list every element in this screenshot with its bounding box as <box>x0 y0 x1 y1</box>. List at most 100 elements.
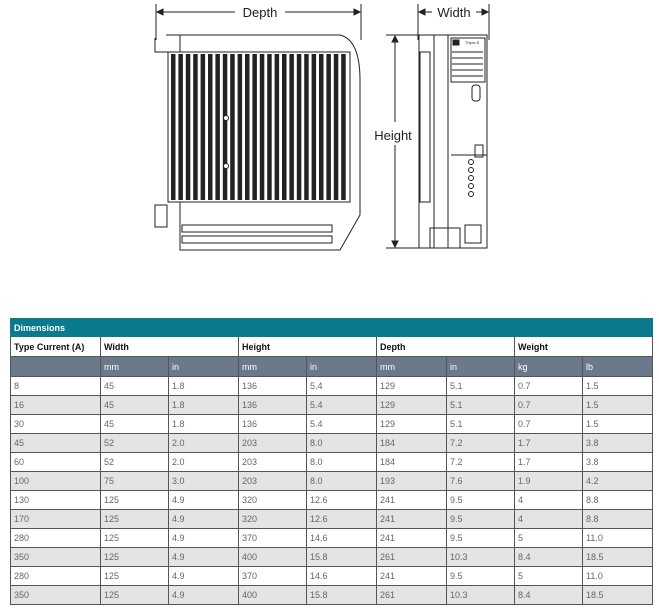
header-weight: Weight <box>513 336 654 357</box>
table-cell: 8.4 <box>514 547 583 567</box>
depth-dimension <box>155 4 362 40</box>
table-cell: 60 <box>10 452 101 472</box>
table-cell: 9.5 <box>446 528 515 548</box>
table-cell: 8.8 <box>581 490 654 510</box>
table-cell: 4.9 <box>168 585 239 605</box>
table-cell: 370 <box>238 566 307 586</box>
unit-cell: mm <box>238 356 307 377</box>
table-row: 350 125 4.9 400 15.8 261 10.3 8.4 18.5 <box>10 585 654 605</box>
table-cell: 4.2 <box>581 471 654 491</box>
table-cell: 1.9 <box>514 471 583 491</box>
table-cell: 4.9 <box>168 490 239 510</box>
table-cell: 5.1 <box>446 395 515 415</box>
table-cell: 45 <box>100 376 169 396</box>
table-cell: 400 <box>238 547 307 567</box>
table-cell: 5.1 <box>446 376 515 396</box>
table-cell: 241 <box>376 509 447 529</box>
fin <box>267 54 272 200</box>
table-cell: 12.6 <box>306 490 377 510</box>
fin <box>200 54 206 200</box>
table-cell: 3.8 <box>581 433 654 453</box>
width-dimension <box>417 4 490 40</box>
table-cell: 280 <box>10 566 101 586</box>
table-cell: 320 <box>238 509 307 529</box>
height-label: Height <box>374 128 412 143</box>
table-cell: 125 <box>100 490 169 510</box>
table-cell: 8.0 <box>306 433 377 453</box>
table-cell: 4.9 <box>168 547 239 567</box>
table-cell: 2.0 <box>168 433 239 453</box>
table-cell: 1.8 <box>168 414 239 434</box>
table-cell: 136 <box>238 376 307 396</box>
fin <box>215 54 220 200</box>
table-row: 30 45 1.8 136 5.4 129 5.1 0.7 1.5 <box>10 414 654 434</box>
unit-cell <box>10 356 101 377</box>
fin <box>230 54 235 200</box>
table-row: 350 125 4.9 400 15.8 261 10.3 8.4 18.5 <box>10 547 654 567</box>
unit-cell: lb <box>581 356 654 377</box>
table-cell: 9.5 <box>446 490 515 510</box>
table-cell: 8.0 <box>306 452 377 472</box>
table-cell: 1.8 <box>168 395 239 415</box>
table-cell: 125 <box>100 528 169 548</box>
table-cell: 5 <box>514 566 583 586</box>
table-row: 8 45 1.8 136 5.4 129 5.1 0.7 1.5 <box>10 376 654 396</box>
table-cell: 136 <box>238 395 307 415</box>
table-cell: 4 <box>514 509 583 529</box>
table-cell: 261 <box>376 547 447 567</box>
table-cell: 12.6 <box>306 509 377 529</box>
table-cell: 241 <box>376 528 447 548</box>
table-cell: 10.3 <box>446 585 515 605</box>
fin <box>304 54 309 200</box>
table-cell: 7.2 <box>446 452 515 472</box>
table-row: 280 125 4.9 370 14.6 241 9.5 5 11.0 <box>10 528 654 548</box>
table-cell: 3.0 <box>168 471 239 491</box>
table-cell: 1.8 <box>168 376 239 396</box>
table-cell: 170 <box>10 509 101 529</box>
table-cell: 11.0 <box>581 566 654 586</box>
table-cell: 4 <box>514 490 583 510</box>
table-cell: 30 <box>10 414 101 434</box>
table-cell: 8.8 <box>581 509 654 529</box>
fin <box>274 54 280 200</box>
fin <box>311 54 317 200</box>
fin <box>178 54 183 200</box>
header-width: Width <box>100 336 239 357</box>
fin <box>208 54 213 200</box>
table-cell: 4.9 <box>168 509 239 529</box>
table-cell: 7.2 <box>446 433 515 453</box>
table-cell: 45 <box>10 433 101 453</box>
fin <box>252 54 257 200</box>
table-row: 60 52 2.0 203 8.0 184 7.2 1.7 3.8 <box>10 452 654 472</box>
table-cell: 1.5 <box>581 376 654 396</box>
fin <box>282 54 287 200</box>
heatsink-fins <box>171 54 346 200</box>
table-cell: 9.5 <box>446 566 515 586</box>
fin <box>319 54 324 200</box>
table-cell: 1.5 <box>581 414 654 434</box>
table-cell: 9.5 <box>446 509 515 529</box>
table-title: Dimensions <box>9 318 654 337</box>
fin <box>237 54 243 200</box>
table-cell: 125 <box>100 585 169 605</box>
table-cell: 10.3 <box>446 547 515 567</box>
table-cell: 0.7 <box>514 376 583 396</box>
table-cell: 203 <box>238 452 307 472</box>
unit-cell: mm <box>100 356 169 377</box>
dimensions-table: Dimensions Type Current (A) Width Height… <box>9 318 654 605</box>
table-row: 100 75 3.0 203 8.0 193 7.6 1.9 4.2 <box>10 471 654 491</box>
fin <box>259 54 265 200</box>
table-cell: 45 <box>100 414 169 434</box>
table-cell: 52 <box>100 452 169 472</box>
table-cell: 129 <box>376 395 447 415</box>
table-cell: 261 <box>376 585 447 605</box>
table-cell: 193 <box>376 471 447 491</box>
table-cell: 2.0 <box>168 452 239 472</box>
table-cell: 5.4 <box>306 376 377 396</box>
table-cell: 4.9 <box>168 566 239 586</box>
front-view <box>418 34 488 249</box>
table-cell: 350 <box>10 585 101 605</box>
table-cell: 1.7 <box>514 433 583 453</box>
table-cell: 1.7 <box>514 452 583 472</box>
depth-label: Depth <box>243 5 278 20</box>
